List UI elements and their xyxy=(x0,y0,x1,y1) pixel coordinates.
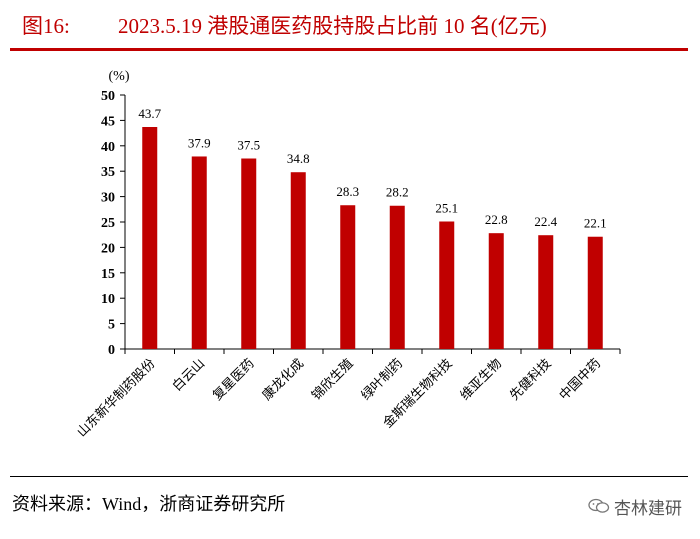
y-axis-ticks: 0 5 10 15 20 25 30 35 40 45 50 xyxy=(101,89,125,358)
y-tick-label: 35 xyxy=(101,165,115,180)
y-tick-label: 20 xyxy=(101,241,115,256)
data-label: 37.5 xyxy=(237,138,260,153)
y-tick-label: 10 xyxy=(101,292,115,307)
bar xyxy=(439,221,454,349)
bar-chart: (%) 0 5 10 15 20 25 30 35 40 45 50 43.7 37.9 37.5 34.… xyxy=(0,0,700,539)
x-tick-label: 锦欣生殖 xyxy=(308,356,356,404)
bar xyxy=(241,159,256,350)
bar xyxy=(340,205,355,349)
y-tick-label: 30 xyxy=(101,191,115,206)
footer-divider xyxy=(10,476,688,477)
y-tick-label: 50 xyxy=(101,89,115,104)
x-tick-label: 绿叶制药 xyxy=(359,356,406,403)
y-tick-label: 5 xyxy=(108,318,115,333)
data-label: 22.8 xyxy=(485,212,508,227)
bars xyxy=(142,127,603,349)
watermark: 杏林建研 xyxy=(588,494,682,519)
data-label: 37.9 xyxy=(188,135,211,150)
data-label: 34.8 xyxy=(287,151,310,166)
data-label: 22.4 xyxy=(534,214,557,229)
data-label: 28.2 xyxy=(386,185,409,200)
bar xyxy=(142,127,157,349)
y-tick-label: 15 xyxy=(101,267,115,282)
y-tick-label: 0 xyxy=(108,343,115,358)
bar xyxy=(489,233,504,349)
bar xyxy=(291,172,306,349)
wechat-icon xyxy=(588,498,610,519)
bar xyxy=(390,206,405,349)
data-label: 25.1 xyxy=(435,200,458,215)
x-tick-label: 山东新华制药股份 xyxy=(74,356,159,441)
y-tick-label: 45 xyxy=(101,114,115,129)
bar xyxy=(588,237,603,349)
y-axis-label: (%) xyxy=(109,69,130,84)
data-labels: 43.7 37.9 37.5 34.8 28.3 28.2 25.1 22.8 22.4 22.1 xyxy=(138,106,606,231)
bar xyxy=(192,156,207,349)
y-tick-label: 40 xyxy=(101,140,115,155)
x-tick-label: 康龙化成 xyxy=(259,356,307,404)
x-tick-label: 维亚生物 xyxy=(458,356,505,403)
data-label: 28.3 xyxy=(336,184,359,199)
x-tick-label: 白云山 xyxy=(169,356,208,395)
x-tick-label: 复星医药 xyxy=(210,356,257,403)
y-tick-label: 25 xyxy=(101,216,115,231)
x-tick-label: 中国中药 xyxy=(557,356,604,403)
data-label: 22.1 xyxy=(584,216,607,231)
data-label: 43.7 xyxy=(138,106,161,121)
x-tick-label: 先健科技 xyxy=(507,356,554,403)
bar xyxy=(538,235,553,349)
source-note: 资料来源：Wind，浙商证券研究所 xyxy=(12,490,285,516)
watermark-text: 杏林建研 xyxy=(614,499,682,519)
